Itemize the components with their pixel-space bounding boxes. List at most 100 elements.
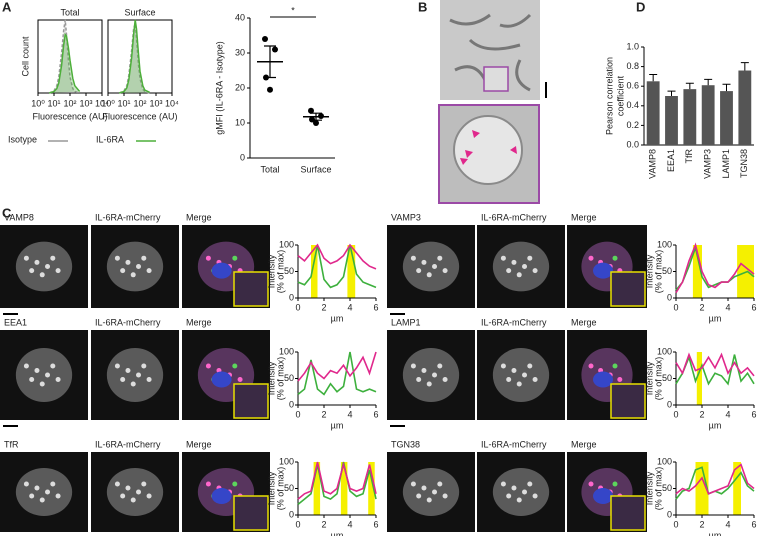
bar xyxy=(701,85,715,145)
highlight-band xyxy=(696,352,702,405)
x-tick-label: 10² xyxy=(63,98,76,108)
zoom-inset xyxy=(233,383,269,419)
cell xyxy=(106,241,164,292)
error-bar xyxy=(740,62,749,71)
data-point xyxy=(313,120,319,126)
y-axis-label: coefficient xyxy=(615,75,625,116)
y-tick-label: 50 xyxy=(284,266,294,276)
puncta xyxy=(588,255,594,261)
panel-label: C xyxy=(2,205,12,220)
y-axis-label: Intensity xyxy=(644,361,654,395)
x-tick-label: VAMP3 xyxy=(703,149,713,179)
puncta xyxy=(506,377,512,382)
x-tick-label: 4 xyxy=(347,409,352,419)
data-point xyxy=(272,46,278,53)
puncta xyxy=(232,255,238,261)
puncta xyxy=(232,481,238,487)
channel-label: Merge xyxy=(571,317,597,327)
bar xyxy=(738,70,752,145)
nucleus xyxy=(211,262,232,279)
puncta xyxy=(416,377,422,382)
y-tick-label: 100 xyxy=(657,456,672,466)
y-tick-label: 100 xyxy=(657,239,672,249)
cell-body xyxy=(15,241,73,292)
x-tick-label: 2 xyxy=(699,302,704,312)
error-bar xyxy=(722,83,731,92)
data-point xyxy=(309,116,315,123)
chart-title: Total xyxy=(60,7,79,17)
x-tick-label: 10⁴ xyxy=(165,98,179,108)
puncta xyxy=(141,363,147,369)
puncta xyxy=(426,272,432,278)
puncta xyxy=(426,381,432,387)
puncta xyxy=(237,377,243,382)
x-tick-label: 10⁰ xyxy=(31,98,45,108)
em-images xyxy=(438,0,547,204)
x-tick-label: 10³ xyxy=(149,98,162,108)
profile-line xyxy=(297,351,377,382)
x-tick-label: 2 xyxy=(321,409,326,419)
puncta xyxy=(141,481,147,487)
y-tick-label: 0.4 xyxy=(626,100,639,110)
profile-line xyxy=(297,461,377,506)
channel-label: Merge xyxy=(186,212,212,222)
highlight-band xyxy=(368,462,375,515)
y-axis-label: (% of max) xyxy=(653,357,663,401)
puncta xyxy=(114,481,120,487)
puncta xyxy=(205,255,211,261)
puncta xyxy=(527,255,533,261)
cell xyxy=(106,468,164,516)
y-tick-label: 50 xyxy=(662,373,672,383)
channel-label: LAMP1 xyxy=(391,317,421,327)
cell-body xyxy=(106,468,164,516)
cell-body xyxy=(492,468,550,516)
x-tick-label: 2 xyxy=(699,409,704,419)
x-tick-label: 6 xyxy=(751,519,756,529)
x-tick-label: 6 xyxy=(751,302,756,312)
puncta xyxy=(432,489,438,495)
highlight-band xyxy=(313,462,321,515)
x-tick-label: LAMP1 xyxy=(721,149,731,179)
y-tick-label: 50 xyxy=(284,373,294,383)
y-tick-label: 0.2 xyxy=(626,120,639,130)
y-tick-label: 0 xyxy=(289,399,294,409)
profile-line xyxy=(297,244,377,289)
puncta xyxy=(511,485,517,491)
puncta xyxy=(612,481,618,487)
puncta xyxy=(125,368,131,373)
y-tick-label: 100 xyxy=(657,346,672,356)
puncta xyxy=(23,363,29,369)
y-tick-label: 30 xyxy=(235,47,245,57)
puncta xyxy=(130,381,136,387)
cell xyxy=(402,468,460,516)
cell xyxy=(15,468,73,516)
puncta xyxy=(588,481,594,487)
em-arrowheads xyxy=(460,130,517,165)
x-tick-label: 0 xyxy=(673,409,678,419)
puncta xyxy=(146,377,152,382)
y-axis-label: Intensity xyxy=(266,361,276,395)
y-tick-label: 10 xyxy=(235,117,245,127)
puncta xyxy=(442,377,448,382)
puncta xyxy=(500,363,506,369)
cell xyxy=(15,348,73,402)
puncta xyxy=(410,481,416,487)
y-axis-label: Intensity xyxy=(644,254,654,288)
puncta xyxy=(120,268,126,274)
puncta xyxy=(39,381,45,387)
puncta xyxy=(522,264,528,269)
zoom-inset xyxy=(233,271,269,307)
x-tick-label: VAMP8 xyxy=(648,149,658,179)
y-tick-label: 0 xyxy=(289,292,294,302)
channel-label: Merge xyxy=(571,212,597,222)
puncta xyxy=(527,363,533,369)
bar xyxy=(683,89,697,145)
puncta xyxy=(437,255,443,261)
cell-body xyxy=(492,348,550,402)
y-tick-label: 0 xyxy=(289,509,294,519)
puncta xyxy=(442,493,448,499)
x-tick-label: EEA1 xyxy=(666,149,676,172)
cell xyxy=(15,241,73,292)
y-tick-label: 0.6 xyxy=(626,81,639,91)
cell-body xyxy=(15,468,73,516)
